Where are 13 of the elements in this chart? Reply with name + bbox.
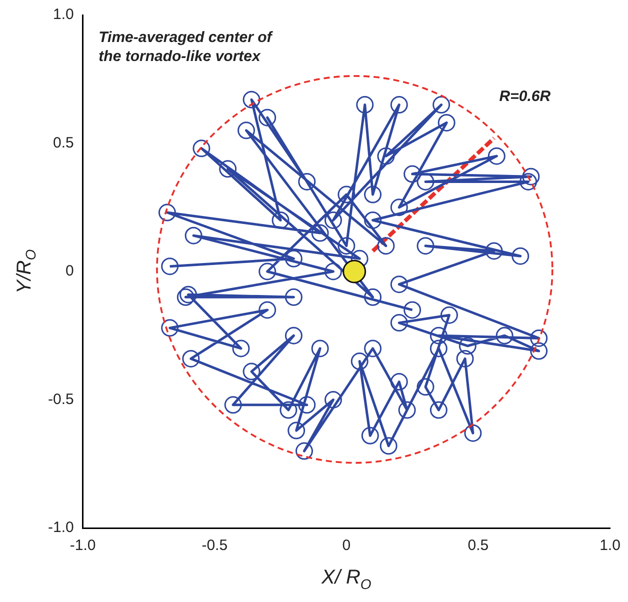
annotation: Time-averaged center of the tornado-like vortex: [98, 29, 274, 66]
x-tick-label: 0.5: [468, 537, 489, 554]
annotation: R=0.6R: [499, 88, 551, 106]
y-axis-title: Y/RO: [13, 249, 39, 294]
x-tick-label: 0: [342, 537, 351, 554]
y-tick-label: 1.0: [52, 6, 74, 24]
y-tick-label: 0: [66, 262, 74, 280]
x-tick-label: 1.0: [600, 537, 620, 554]
y-tick-label: -1.0: [48, 519, 74, 536]
x-tick-label: -0.5: [202, 537, 228, 554]
y-tick-label: 0.5: [52, 134, 74, 152]
y-tick-label: -0.5: [48, 390, 74, 408]
x-tick-label: -1.0: [70, 537, 96, 554]
